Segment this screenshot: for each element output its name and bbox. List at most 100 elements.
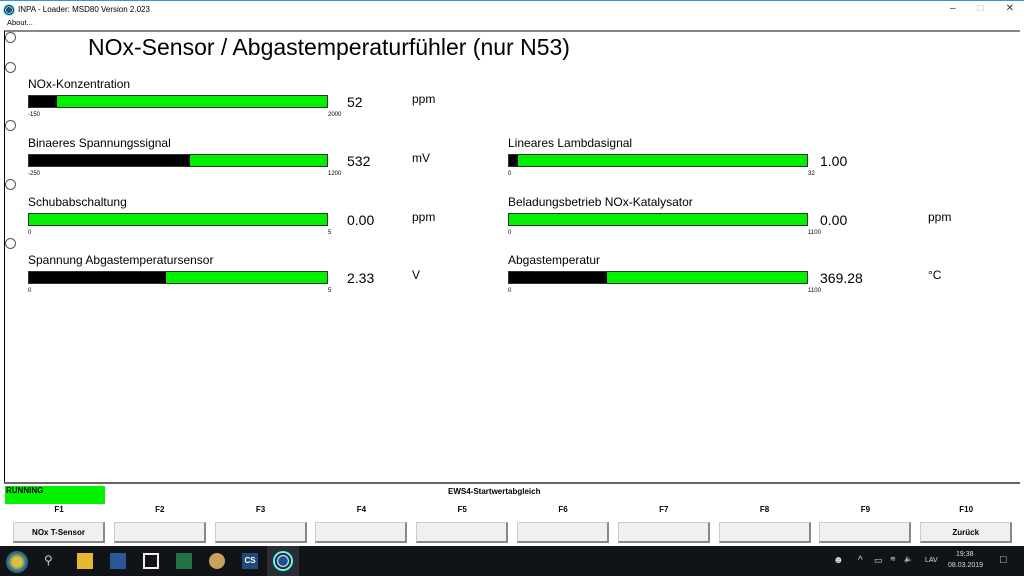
fkey-button-f4[interactable] — [315, 522, 408, 543]
gauge-min: 0 — [508, 171, 512, 177]
clock-time[interactable]: 19:38 — [956, 551, 974, 558]
gauge-value: 369.28 — [820, 270, 863, 286]
maximize-button[interactable]: □ — [977, 3, 984, 14]
fkey-label: F9 — [860, 505, 871, 514]
gauge-label: Beladungsbetrieb NOx-Katalysator — [508, 195, 693, 209]
status-running: RUNNING — [5, 486, 105, 504]
search-icon[interactable]: ⚲ — [44, 553, 53, 567]
gauge-value: 2.33 — [347, 270, 375, 286]
radio-button[interactable] — [5, 179, 16, 190]
gauge-min: 0 — [28, 230, 32, 236]
gauge-max: 2000 — [328, 112, 342, 118]
gauge-bar — [28, 213, 328, 226]
fkey-label: F8 — [759, 505, 770, 514]
status-message: EWS4-Startwertabgleich — [448, 487, 541, 496]
gauge-unit: mV — [412, 151, 430, 165]
function-key-panel: RUNNING EWS4-Startwertabgleich F1 NOx T-… — [4, 482, 1020, 543]
radio-button[interactable] — [5, 120, 16, 131]
bmw-app-icon — [4, 4, 14, 15]
gauge-value: 52 — [347, 94, 363, 110]
gauge-label: Schubabschaltung — [28, 195, 127, 209]
fkey-label: F1 — [54, 505, 64, 514]
gauge-max: 1200 — [328, 171, 342, 177]
taskbar: ⚲ CS ☻ ^ ▭ ≋ 🔈 LAV 19:38 08.03.2019 □ — [0, 546, 1024, 576]
minimize-button[interactable]: – — [950, 3, 956, 14]
fkey-button-f5[interactable] — [416, 522, 509, 543]
gauge-bar — [28, 95, 328, 108]
fkey-label: F2 — [155, 505, 165, 514]
gauge-max: 1100 — [808, 288, 821, 294]
gauge-bar — [28, 154, 328, 167]
gauge-fill — [509, 155, 518, 166]
fkey-label: F4 — [356, 505, 367, 514]
start-button-icon[interactable] — [6, 551, 28, 573]
radio-button[interactable] — [5, 32, 16, 43]
gauge-unit: ppm — [412, 92, 436, 106]
fkey-button-f3[interactable] — [214, 522, 307, 543]
inpa-taskbar-button[interactable] — [267, 546, 299, 576]
gauge-fill — [509, 272, 608, 283]
fkey-button-f7[interactable] — [617, 522, 710, 543]
menu-about[interactable]: About... — [7, 18, 33, 27]
gauge-label: NOx-Konzentration — [28, 77, 131, 91]
file-explorer-icon[interactable] — [77, 553, 93, 569]
chevron-up-icon[interactable]: ^ — [858, 555, 863, 566]
gauge-min: -150 — [28, 112, 41, 118]
gauge-bar — [508, 271, 808, 284]
gauge-fill — [29, 272, 167, 283]
window-title: INPA - Loader: MSD80 Version 2.023 — [18, 5, 150, 14]
gauge-min: 0 — [28, 288, 32, 294]
page-title: NOx-Sensor / Abgastemperaturfühler (nur … — [88, 34, 570, 60]
gauge-bar — [508, 154, 808, 167]
volume-icon[interactable]: 🔈 — [904, 556, 913, 563]
battery-icon[interactable]: ▭ — [874, 555, 883, 565]
gauge-fill — [29, 155, 190, 166]
gauge-label: Binaeres Spannungssignal — [28, 136, 171, 150]
fkey-label: F3 — [255, 505, 266, 514]
gauge-label: Spannung Abgastemperatursensor — [28, 253, 214, 267]
gauge-unit: °C — [928, 268, 942, 282]
gauge-max: 5 — [328, 288, 332, 294]
radio-button[interactable] — [5, 62, 16, 73]
gauge-max: 5 — [328, 230, 332, 236]
gauge-unit: ppm — [928, 210, 952, 224]
gauge-fill — [29, 96, 57, 107]
gauge-unit: ppm — [412, 210, 436, 224]
wifi-icon[interactable]: ≋ — [890, 556, 896, 563]
excel-icon[interactable] — [176, 553, 192, 569]
fkey-label: F5 — [457, 505, 467, 514]
gauge-min: -250 — [28, 171, 41, 177]
clock-date[interactable]: 08.03.2019 — [948, 562, 984, 569]
gauge-label: Abgastemperatur — [508, 253, 601, 267]
close-button[interactable]: ✕ — [1005, 3, 1014, 14]
main-panel — [4, 30, 1020, 543]
title-bar: INPA - Loader: MSD80 Version 2.023 – □ ✕ — [0, 0, 1024, 18]
mail-icon[interactable] — [143, 553, 159, 569]
gauge-value: 0.00 — [347, 212, 375, 228]
radio-button[interactable] — [5, 238, 16, 249]
fkey-label: F10 — [959, 505, 974, 514]
gauge-max: 32 — [808, 171, 815, 177]
fkey-button-f6[interactable] — [517, 522, 609, 543]
paint-icon[interactable] — [209, 553, 225, 569]
gauge-min: 0 — [508, 230, 512, 236]
bmw-icon — [275, 553, 291, 569]
gauge-max: 1100 — [808, 230, 821, 236]
gauge-value: 0.00 — [820, 212, 848, 228]
cs-app-icon[interactable]: CS — [242, 553, 258, 569]
people-icon[interactable]: ☻ — [833, 555, 844, 566]
gauge-value: 532 — [347, 153, 371, 169]
gauge-label: Lineares Lambdasignal — [508, 136, 633, 150]
gauge-bar — [508, 213, 808, 226]
fkey-button-f10[interactable]: Zurück — [920, 522, 1013, 543]
fkey-label: F7 — [659, 505, 669, 514]
gauge-bar — [28, 271, 328, 284]
gauge-value: 1.00 — [820, 153, 848, 169]
fkey-button-f1[interactable]: NOx T-Sensor — [13, 522, 105, 543]
language-indicator[interactable]: LAV — [925, 557, 938, 564]
word-icon[interactable] — [110, 553, 126, 569]
fkey-button-f2[interactable] — [113, 522, 206, 543]
fkey-button-f9[interactable] — [819, 522, 912, 543]
fkey-button-f8[interactable] — [718, 522, 811, 543]
notification-icon[interactable]: □ — [1000, 554, 1007, 566]
